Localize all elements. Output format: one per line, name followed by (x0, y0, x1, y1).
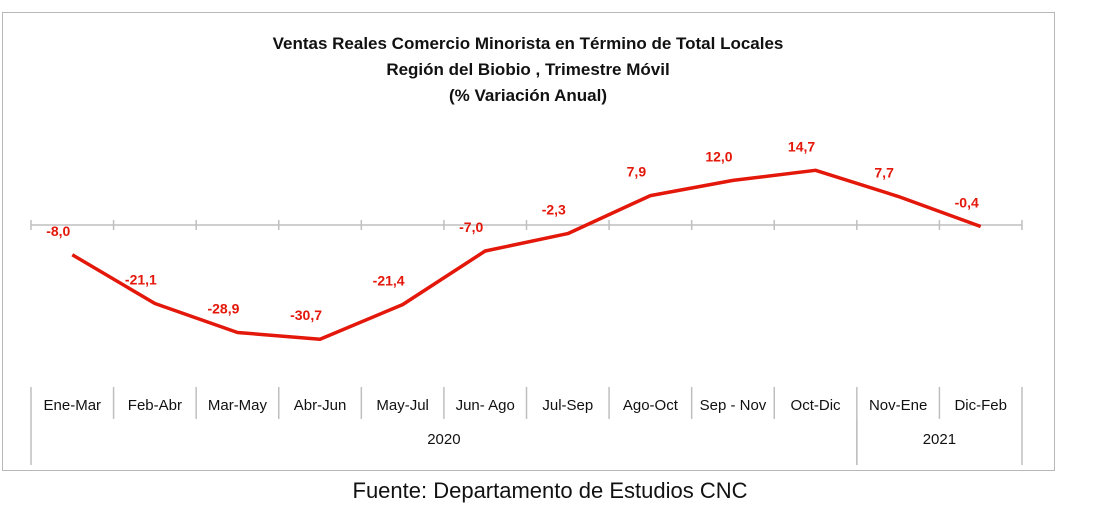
chart-subtitle-line: Región del Biobio , Trimestre Móvil (386, 60, 669, 79)
line-chart: Ventas Reales Comercio Minorista en Térm… (30, 34, 1023, 465)
data-labels: -8,0 -21,1 -28,9 -30,7 -21,4 -7,0 -2,3 7,9 12,0 1… (46, 138, 979, 323)
chart-frame: Ventas Reales Comercio Minorista en Térm… (2, 12, 1055, 471)
category-label: Oct-Dic (791, 397, 841, 414)
category-label: May-Jul (376, 397, 429, 414)
category-label: Ene-Mar (44, 397, 102, 414)
category-label: Ago-Oct (623, 397, 679, 414)
category-label: Nov-Ene (869, 397, 927, 414)
data-label: -28,9 (207, 301, 239, 317)
category-label: Jun- Ago (456, 397, 515, 414)
data-label: -8,0 (46, 223, 70, 239)
data-label: -30,7 (290, 307, 322, 323)
data-label: -2,3 (542, 202, 566, 218)
year-group-labels: 2020 2021 (427, 431, 956, 448)
category-labels: Ene-Mar Feb-Abr Mar-May Abr-Jun May-Jul Jun- … (44, 397, 1007, 414)
data-label: -21,4 (373, 273, 405, 289)
data-label: 14,7 (788, 138, 815, 154)
data-label: -7,0 (459, 219, 483, 235)
year-group-label: 2020 (427, 431, 460, 448)
data-label: 7,7 (874, 164, 894, 180)
category-label: Sep - Nov (700, 397, 767, 414)
category-label: Abr-Jun (294, 397, 347, 414)
series-line (71, 168, 982, 341)
chart-title-line: Ventas Reales Comercio Minorista en Térm… (273, 34, 784, 53)
data-label: 12,0 (705, 148, 732, 164)
chart-title: Ventas Reales Comercio Minorista en Térm… (273, 34, 784, 105)
chart-unit-line: (% Variación Anual) (449, 86, 607, 105)
data-label: 7,9 (627, 164, 647, 180)
category-label: Mar-May (208, 397, 268, 414)
source-note: Fuente: Departamento de Estudios CNC (352, 478, 748, 503)
category-label: Feb-Abr (128, 397, 182, 414)
category-label: Dic-Feb (954, 397, 1007, 414)
category-label: Jul-Sep (542, 397, 593, 414)
data-label: -21,1 (125, 271, 157, 287)
x-axis-ticks (30, 220, 1023, 465)
year-group-label: 2021 (923, 431, 956, 448)
data-label: -0,4 (955, 194, 979, 210)
